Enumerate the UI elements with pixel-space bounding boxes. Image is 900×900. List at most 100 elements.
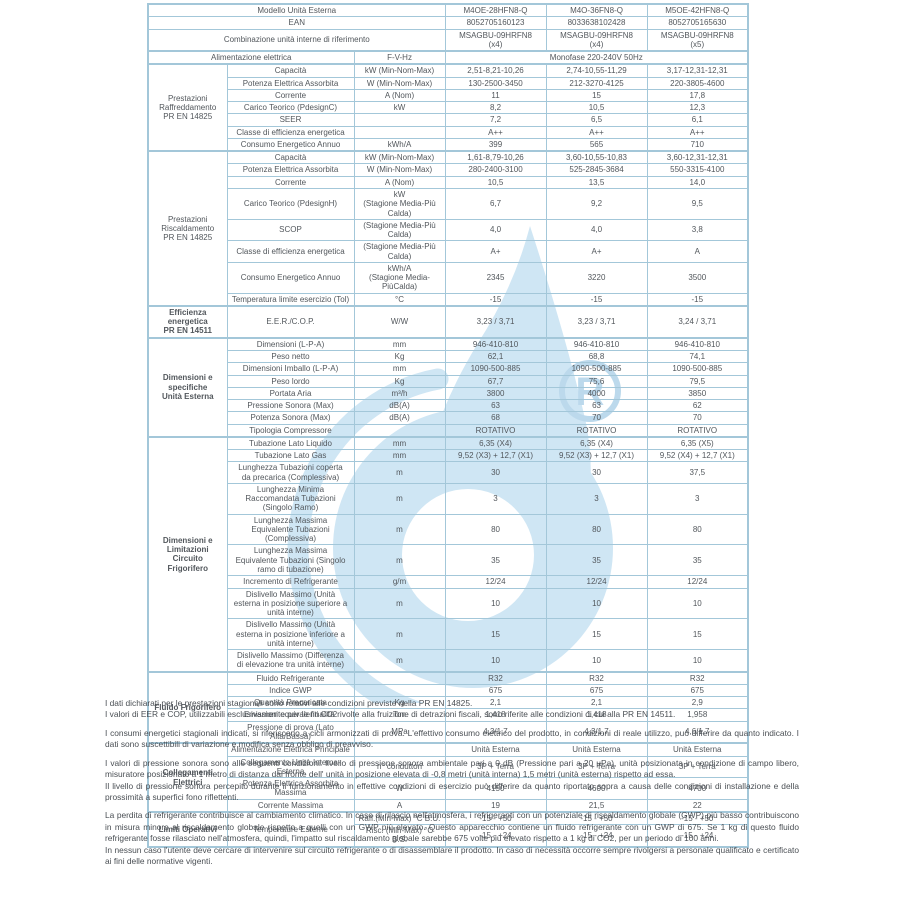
table-row: Collegamenti Elettrici Alimentazione Elet… bbox=[147, 742, 749, 813]
value-cell: 70 bbox=[545, 411, 648, 425]
value-cell: 3220 bbox=[545, 261, 648, 294]
table-row: Consumo Energetico Annuo kWh/A 399 565 710 bbox=[148, 137, 749, 152]
value-cell: 710 bbox=[646, 137, 749, 152]
value-cell: 220-3805-4600 bbox=[646, 76, 749, 90]
value-cell: 35 bbox=[444, 544, 547, 577]
header-row-value: 8052705160123 bbox=[444, 16, 547, 30]
param-label: Emissioni equivalenti CO2 bbox=[226, 708, 355, 722]
value-cell: A++ bbox=[646, 125, 749, 139]
param-label: SEER bbox=[226, 113, 355, 127]
value-cell: 6,35 (X4) bbox=[545, 435, 648, 451]
unit-label bbox=[353, 742, 446, 757]
param-label: Potenza Elettrica Assorbita bbox=[226, 76, 355, 90]
table-row: Temperatura limite esercizio (Tol) °C -15-… bbox=[148, 292, 749, 307]
table-row: Potenza Elettrica Assorbita W (Min-Nom-Ma… bbox=[148, 76, 749, 90]
value-cell: 4,0 bbox=[545, 218, 648, 242]
unit-label: m bbox=[353, 482, 446, 515]
unit-label: dB(A) bbox=[353, 399, 446, 413]
table-row: Risc. (Min-Max) °C B.S. -15 - +24 -15 - +2… bbox=[148, 824, 749, 848]
section-group-label: Limiti Operativi bbox=[147, 810, 228, 848]
value-cell: 3,17-12,31-12,31 bbox=[646, 63, 749, 78]
unit-label: mm bbox=[353, 362, 446, 376]
section-group-label: Prestazioni Raffreddamento PR EN 14825 bbox=[147, 63, 228, 152]
param-label: Classe di efficienza energetica bbox=[226, 240, 355, 263]
section-group-label: Dimensioni e specifiche Unità Esterna bbox=[147, 336, 228, 438]
value-cell: 3 bbox=[545, 482, 648, 515]
param-label: Peso lordo bbox=[226, 374, 355, 388]
value-cell: -15 - +24 bbox=[545, 824, 648, 848]
value-cell: 15 bbox=[646, 618, 749, 651]
value-cell: 675 bbox=[646, 683, 749, 698]
value-cell: 6,7 bbox=[444, 187, 547, 220]
param-label: Temperatura limite esercizio (Tol) bbox=[226, 292, 355, 307]
unit-label: Ton bbox=[353, 708, 446, 722]
header-row-value: MSAGBU-09HRFN8 (x4) bbox=[444, 28, 547, 52]
value-cell: R32 bbox=[545, 670, 648, 685]
footnote: Il livello di pressione sonora percepito… bbox=[105, 780, 799, 802]
param-label: Corrente bbox=[226, 88, 355, 103]
param-label: Dislivello Massimo (Differenza di elevaz… bbox=[226, 649, 355, 673]
unit-label: mm bbox=[353, 336, 446, 351]
value-cell: A+ bbox=[444, 240, 547, 263]
value-cell: A++ bbox=[444, 125, 547, 139]
header-row-label: EAN bbox=[147, 16, 446, 30]
value-cell: 3,23 / 3,71 bbox=[444, 304, 547, 339]
value-cell: 3850 bbox=[646, 386, 749, 401]
unit-label: m bbox=[353, 513, 446, 546]
value-cell: 37,5 bbox=[646, 461, 749, 484]
unit-label bbox=[353, 423, 446, 438]
value-cell: 63 bbox=[545, 399, 648, 413]
value-cell: 4000 bbox=[545, 386, 648, 401]
table-row: Combinazione unità interne di riferiment… bbox=[147, 28, 749, 52]
param-label: Fluido Refrigerante bbox=[226, 670, 355, 685]
value-cell: 9,52 (X3) + 12,7 (X1) bbox=[545, 449, 648, 463]
table-row: Classe di efficienza energetica (Stagione… bbox=[148, 240, 749, 263]
value-cell: 68,8 bbox=[545, 349, 648, 364]
header-row-value: M4O-36FN8-Q bbox=[545, 3, 648, 18]
table-row: Prestazioni Raffreddamento PR EN 14825 Ca… bbox=[147, 63, 749, 152]
param-label: Tipologia Compressore bbox=[226, 423, 355, 438]
value-cell: 946-410-810 bbox=[545, 336, 648, 351]
table-row: Peso netto Kg 62,1 68,8 74,1 bbox=[148, 349, 749, 364]
table-row: Prestazioni Riscaldamento PR EN 14825 Cap… bbox=[147, 150, 749, 307]
header-row-value: MSAGBU-09HRFN8 (x4) bbox=[545, 28, 648, 52]
unit-label: (Stagione Media-Più Calda) bbox=[353, 218, 446, 242]
value-cell: 74,1 bbox=[646, 349, 749, 364]
value-cell: 70 bbox=[646, 411, 749, 425]
table-row: Incremento di Refrigerante g/m 12/24 12/24 1… bbox=[148, 575, 749, 589]
param-label: Capacità bbox=[226, 150, 355, 165]
unit-label: A (Nom) bbox=[353, 175, 446, 189]
unit-label: kW bbox=[353, 101, 446, 115]
value-cell: 3 bbox=[444, 482, 547, 515]
param-label: Dimensioni (L-P-A) bbox=[226, 336, 355, 351]
table-row: Potenza Elettrica Assorbita W (Min-Nom-Ma… bbox=[148, 163, 749, 177]
unit-label: kW (Min-Nom-Max) bbox=[353, 150, 446, 165]
value-cell: 80 bbox=[444, 513, 547, 546]
value-cell: 1090-500-885 bbox=[444, 362, 547, 376]
table-row: Tipologia Compressore ROTATIVO ROTATIVO ROT… bbox=[148, 423, 749, 438]
value-cell: 3,8 bbox=[646, 218, 749, 242]
section-group-label: Efficienza energetica PR EN 14511 bbox=[147, 304, 228, 339]
unit-label: kW (Stagione Media-Più Calda) bbox=[353, 187, 446, 220]
unit-label: m³/h bbox=[353, 386, 446, 401]
unit-label: Risc. (Min-Max) °C B.S. bbox=[353, 824, 446, 848]
value-cell: 79,5 bbox=[646, 374, 749, 388]
value-cell: 3,60-12,31-12,31 bbox=[646, 150, 749, 165]
value-cell: 67,7 bbox=[444, 374, 547, 388]
table-row: Carico Teorico (PdesignH) kW (Stagione Me… bbox=[148, 187, 749, 220]
value-cell: 2345 bbox=[444, 261, 547, 294]
unit-label: m bbox=[353, 618, 446, 651]
value-cell: 17,8 bbox=[646, 88, 749, 103]
header-row-value: 8033638102428 bbox=[545, 16, 648, 30]
value-cell: ROTATIVO bbox=[444, 423, 547, 438]
param-label: Lunghezza Tubazioni coperta da precarica… bbox=[226, 461, 355, 484]
value-cell: -15 bbox=[545, 292, 648, 307]
value-cell: 12/24 bbox=[444, 575, 547, 589]
param-label: Tubazione Lato Liquido bbox=[226, 435, 355, 451]
value-cell: 11 bbox=[444, 88, 547, 103]
unit-label: m bbox=[353, 544, 446, 577]
value-cell: 35 bbox=[646, 544, 749, 577]
table-row: SEER 7,2 6,5 6,1 bbox=[148, 113, 749, 127]
value-cell: 9,52 (X3) + 12,7 (X1) bbox=[444, 449, 547, 463]
value-cell: 10,5 bbox=[545, 101, 648, 115]
